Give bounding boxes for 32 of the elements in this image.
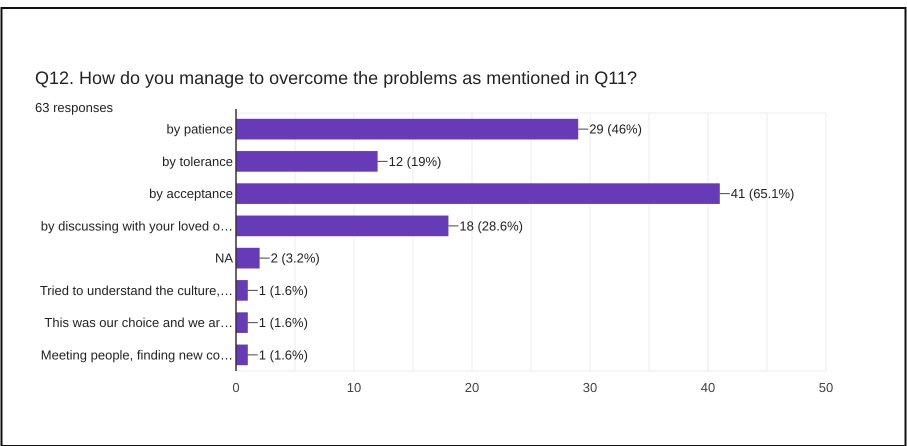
y-tick-label: by patience: [166, 122, 233, 137]
data-label: 1 (1.6%): [258, 347, 308, 362]
x-tick-label: 0: [232, 380, 240, 395]
data-label: 12 (19%): [388, 154, 442, 169]
x-tick-label: 20: [464, 380, 480, 395]
bar: [236, 118, 578, 140]
data-label: 18 (28.6%): [459, 218, 523, 234]
data-label: 2 (3.2%): [270, 250, 320, 266]
y-tick-label: This was our choice and we ar…: [44, 315, 233, 330]
x-tick-label: 50: [818, 380, 834, 395]
data-label: 1 (1.6%): [258, 282, 308, 298]
bar: [236, 344, 248, 366]
bar: [236, 183, 720, 204]
data-label: 41 (65.1%): [730, 186, 794, 202]
bar: [236, 216, 448, 236]
bar: [236, 280, 248, 301]
x-tick-label: 10: [346, 380, 362, 395]
data-label: 1 (1.6%): [258, 315, 308, 330]
y-tick-label: NA: [214, 250, 234, 266]
chart-title: Q12. How do you manage to overcome the problems as mentioned in Q11?: [35, 68, 638, 88]
text: 63 responses: [35, 100, 114, 115]
bar: [236, 151, 378, 172]
y-tick-label: by discussing with your loved o…: [40, 218, 233, 234]
y-tick-label: Tried to understand the culture,…: [40, 282, 233, 298]
x-tick-label: 40: [700, 380, 716, 395]
y-tick-label: Meeting people, finding new co…: [40, 347, 233, 362]
bar: [236, 248, 260, 268]
y-tick-label: by tolerance: [162, 154, 233, 169]
bar: [236, 312, 248, 333]
y-tick-label: by acceptance: [149, 186, 233, 202]
x-tick-label: 30: [582, 380, 598, 395]
data-label: 29 (46%): [589, 122, 642, 137]
